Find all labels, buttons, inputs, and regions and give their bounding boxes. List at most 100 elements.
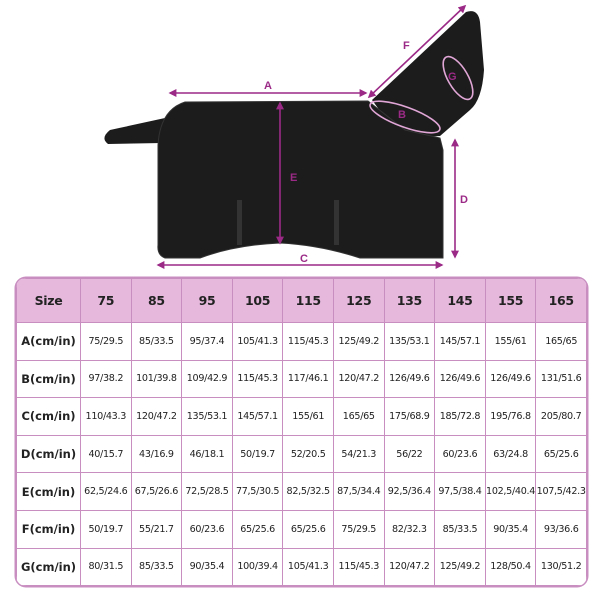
table-cell: 102,5/40.4 bbox=[484, 472, 537, 511]
table-cell: 90/35.4 bbox=[181, 547, 233, 587]
label-c: C bbox=[300, 253, 308, 265]
table-cell: 115/45.3 bbox=[332, 547, 385, 587]
row-label: F(cm/in) bbox=[16, 509, 81, 549]
table-cell: 110/43.3 bbox=[80, 397, 132, 436]
table-cell: 115/45.3 bbox=[231, 359, 284, 399]
table-cell: 145/57.1 bbox=[434, 322, 486, 361]
table-cell: 155/61 bbox=[484, 322, 537, 361]
table-cell: 97/38.2 bbox=[80, 359, 132, 399]
table-cell: 105/41.3 bbox=[282, 547, 334, 587]
label-e: E bbox=[290, 172, 297, 184]
table-cell: 43/16.9 bbox=[130, 434, 183, 474]
table-cell: 165/65 bbox=[535, 322, 587, 361]
arrow-f bbox=[367, 4, 467, 99]
table-cell: 75/29.5 bbox=[80, 322, 132, 361]
table-row: C(cm/in) 110/43.3 120/47.2 135/53.1 145/57.1… bbox=[16, 397, 587, 436]
table-cell: 50/19.7 bbox=[80, 509, 132, 549]
size-chart-table: Size 75 85 95 105 115 125 135 145 155 16… bbox=[16, 278, 587, 587]
table-cell: 40/15.7 bbox=[80, 434, 132, 474]
label-d: D bbox=[460, 194, 468, 206]
header-cell: 85 bbox=[130, 278, 183, 323]
table-cell: 126/49.6 bbox=[484, 359, 537, 399]
table-cell: 60/23.6 bbox=[434, 434, 486, 474]
table-cell: 120/47.2 bbox=[332, 359, 385, 399]
header-cell: Size bbox=[16, 278, 81, 323]
table-row: E(cm/in) 62,5/24.6 67,5/26.6 72,5/28.5 77,5/… bbox=[16, 472, 587, 511]
table-cell: 46/18.1 bbox=[181, 434, 233, 474]
header-cell: 165 bbox=[535, 278, 587, 323]
blanket-diagram: A F E C D B G bbox=[104, 4, 484, 269]
table-cell: 97,5/38.4 bbox=[434, 472, 486, 511]
table-cell: 126/49.6 bbox=[383, 359, 436, 399]
table-cell: 85/33.5 bbox=[434, 509, 486, 549]
table-cell: 67,5/26.6 bbox=[130, 472, 183, 511]
table-cell: 145/57.1 bbox=[231, 397, 284, 436]
table-cell: 135/53.1 bbox=[383, 322, 436, 361]
table-cell: 105/41.3 bbox=[231, 322, 284, 361]
table-cell: 85/33.5 bbox=[130, 547, 183, 587]
label-f: F bbox=[403, 40, 410, 52]
table-cell: 128/50.4 bbox=[484, 547, 537, 587]
table-cell: 115/45.3 bbox=[282, 322, 334, 361]
label-b: B bbox=[398, 109, 406, 121]
table-cell: 72,5/28.5 bbox=[181, 472, 233, 511]
table-cell: 125/49.2 bbox=[434, 547, 486, 587]
label-a: A bbox=[264, 80, 272, 92]
header-cell: 95 bbox=[181, 278, 233, 323]
header-cell: 135 bbox=[383, 278, 436, 323]
header-cell: 115 bbox=[282, 278, 334, 323]
table-cell: 75/29.5 bbox=[332, 509, 385, 549]
label-g: G bbox=[448, 71, 457, 83]
table-cell: 63/24.8 bbox=[484, 434, 537, 474]
table-cell: 117/46.1 bbox=[282, 359, 334, 399]
row-label: C(cm/in) bbox=[16, 397, 81, 436]
table-cell: 175/68.9 bbox=[383, 397, 436, 436]
measurement-arrows bbox=[156, 4, 474, 269]
table-cell: 155/61 bbox=[282, 397, 334, 436]
table-cell: 55/21.7 bbox=[130, 509, 183, 549]
table-cell: 50/19.7 bbox=[231, 434, 284, 474]
leg-strap bbox=[237, 200, 242, 245]
table-cell: 82/32.3 bbox=[383, 509, 436, 549]
table-cell: 95/37.4 bbox=[181, 322, 233, 361]
table-cell: 65/25.6 bbox=[231, 509, 284, 549]
table-cell: 131/51.6 bbox=[535, 359, 587, 399]
table-row: A(cm/in) 75/29.5 85/33.5 95/37.4 105/41.3 115… bbox=[16, 322, 587, 361]
tail-flap bbox=[104, 118, 165, 144]
table-cell: 165/65 bbox=[332, 397, 385, 436]
table-cell: 185/72.8 bbox=[434, 397, 486, 436]
table-cell: 65/25.6 bbox=[535, 434, 587, 474]
header-cell: 155 bbox=[484, 278, 537, 323]
table-cell: 82,5/32.5 bbox=[282, 472, 334, 511]
table-cell: 135/53.1 bbox=[181, 397, 233, 436]
table-cell: 85/33.5 bbox=[130, 322, 183, 361]
table-row: G(cm/in) 80/31.5 85/33.5 90/35.4 100/39.4 105… bbox=[16, 547, 587, 587]
circle-b bbox=[369, 100, 441, 134]
row-label: B(cm/in) bbox=[16, 359, 81, 399]
row-label: A(cm/in) bbox=[16, 322, 81, 361]
table-cell: 120/47.2 bbox=[383, 547, 436, 587]
table-cell: 120/47.2 bbox=[130, 397, 183, 436]
horse-blanket-illustration bbox=[104, 11, 484, 259]
table-cell: 130/51.2 bbox=[535, 547, 587, 587]
table-cell: 205/80.7 bbox=[535, 397, 587, 436]
table-cell: 195/76.8 bbox=[484, 397, 537, 436]
header-cell: 145 bbox=[434, 278, 486, 323]
table-cell: 77,5/30.5 bbox=[231, 472, 284, 511]
table-cell: 56/22 bbox=[383, 434, 436, 474]
table-cell: 100/39.4 bbox=[231, 547, 284, 587]
circle-g bbox=[442, 55, 474, 101]
table-cell: 60/23.6 bbox=[181, 509, 233, 549]
table-cell: 93/36.6 bbox=[535, 509, 587, 549]
row-label: G(cm/in) bbox=[16, 547, 81, 587]
header-cell: 125 bbox=[332, 278, 385, 323]
table-cell: 52/20.5 bbox=[282, 434, 334, 474]
table-row: F(cm/in) 50/19.7 55/21.7 60/23.6 65/25.6 65/2… bbox=[16, 509, 587, 549]
table-cell: 65/25.6 bbox=[282, 509, 334, 549]
table-cell: 90/35.4 bbox=[484, 509, 537, 549]
table-cell: 87,5/34.4 bbox=[332, 472, 385, 511]
table-cell: 62,5/24.6 bbox=[80, 472, 132, 511]
row-label: D(cm/in) bbox=[16, 434, 81, 474]
table-header-row: Size 75 85 95 105 115 125 135 145 155 16… bbox=[16, 278, 587, 323]
table-cell: 92,5/36.4 bbox=[383, 472, 436, 511]
